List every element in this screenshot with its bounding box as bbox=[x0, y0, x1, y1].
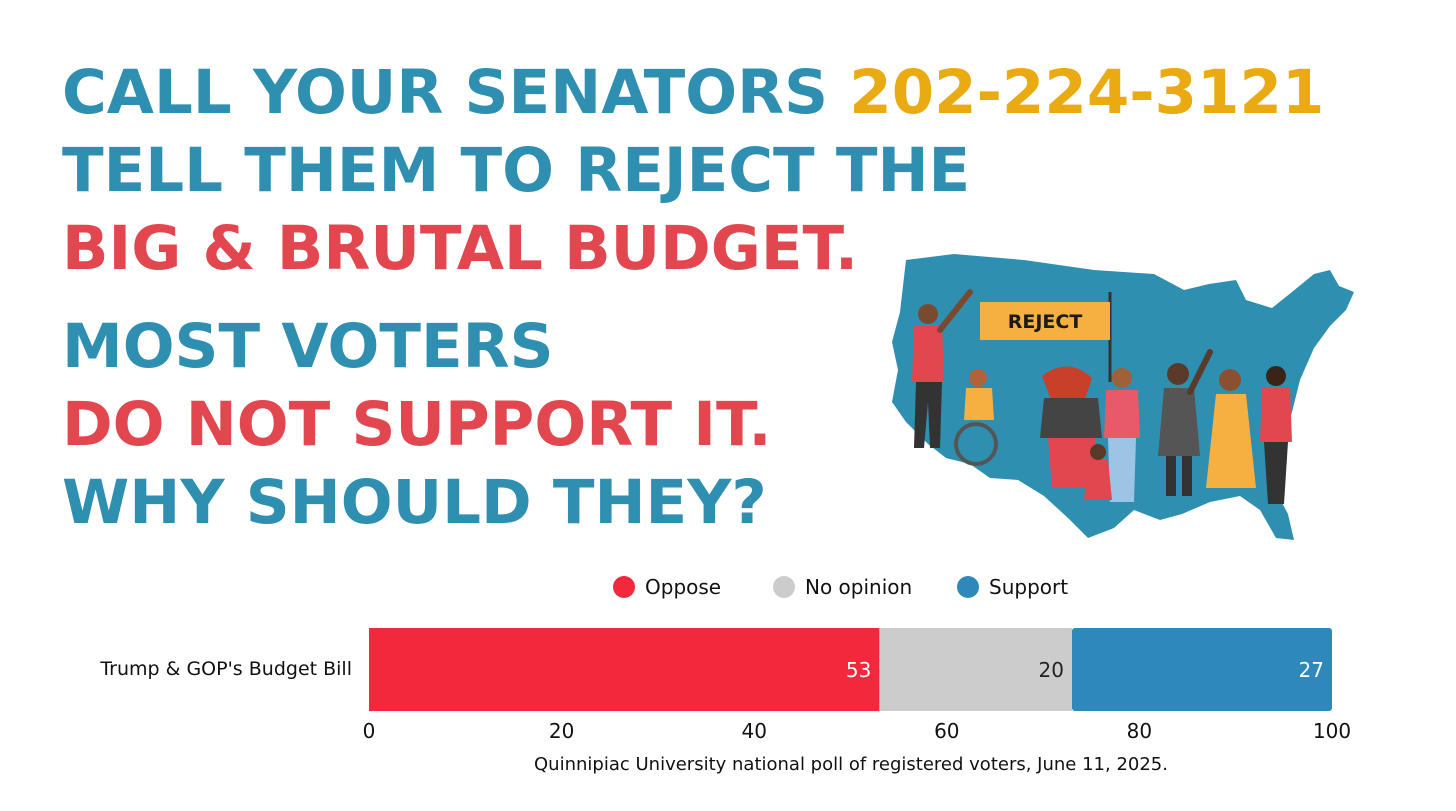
headline-line-4: MOST VOTERS bbox=[62, 311, 554, 382]
headline-line-6: WHY SHOULD THEY? bbox=[62, 467, 767, 538]
bar-value-no-opinion: 20 bbox=[1039, 658, 1064, 682]
bar-value-support: 27 bbox=[1299, 658, 1324, 682]
x-tick-label: 60 bbox=[934, 719, 959, 743]
legend-label-support: Support bbox=[989, 575, 1068, 599]
person-7 bbox=[1206, 369, 1256, 488]
chart-legend: Oppose No opinion Support bbox=[613, 575, 1068, 599]
legend-marker-no-opinion bbox=[773, 576, 795, 598]
protest-sign: REJECT bbox=[980, 292, 1112, 382]
legend-label-no-opinion: No opinion bbox=[805, 575, 912, 599]
phone-number: 202-224-3121 bbox=[849, 57, 1325, 128]
person-3 bbox=[1040, 366, 1102, 488]
x-tick-label: 40 bbox=[741, 719, 766, 743]
x-tick-label: 80 bbox=[1127, 719, 1152, 743]
headline-line-1: CALL YOUR SENATORS 202-224-3121 bbox=[62, 62, 1324, 123]
opinion-bar-chart: Oppose No opinion Support Trump & GOP's Bu… bbox=[99, 575, 1351, 775]
bar-support bbox=[1071, 628, 1332, 711]
person-4 bbox=[1104, 368, 1140, 502]
bar-value-oppose: 53 bbox=[846, 658, 871, 682]
headline-line-2: TELL THEM TO REJECT THE bbox=[62, 135, 971, 206]
person-8 bbox=[1260, 366, 1292, 504]
person-5-child bbox=[1084, 444, 1112, 500]
person-6 bbox=[1158, 349, 1213, 496]
headline-call-text: CALL YOUR SENATORS bbox=[62, 57, 850, 128]
legend-marker-oppose bbox=[613, 576, 635, 598]
legend-label-oppose: Oppose bbox=[645, 575, 721, 599]
us-map-illustration: REJECT bbox=[892, 254, 1354, 540]
marching-people bbox=[912, 289, 1292, 504]
sign-text: REJECT bbox=[1008, 311, 1083, 333]
legend-marker-support bbox=[957, 576, 979, 598]
headline-line-5: DO NOT SUPPORT IT. bbox=[62, 389, 772, 460]
bar-oppose bbox=[369, 628, 880, 711]
x-tick-label: 100 bbox=[1313, 719, 1351, 743]
x-tick-label: 0 bbox=[363, 719, 376, 743]
person-2-wheelchair bbox=[954, 369, 998, 466]
x-axis: 0 20 40 60 80 100 bbox=[363, 719, 1351, 743]
x-tick-label: 20 bbox=[549, 719, 574, 743]
headline-line-3: BIG & BRUTAL BUDGET. bbox=[62, 213, 859, 284]
bar-no-opinion bbox=[879, 628, 1072, 711]
person-1 bbox=[912, 289, 973, 448]
chart-bars: 53 20 27 bbox=[369, 628, 1332, 711]
chart-source-note: Quinnipiac University national poll of r… bbox=[534, 754, 1168, 775]
category-label: Trump & GOP's Budget Bill bbox=[99, 658, 352, 680]
